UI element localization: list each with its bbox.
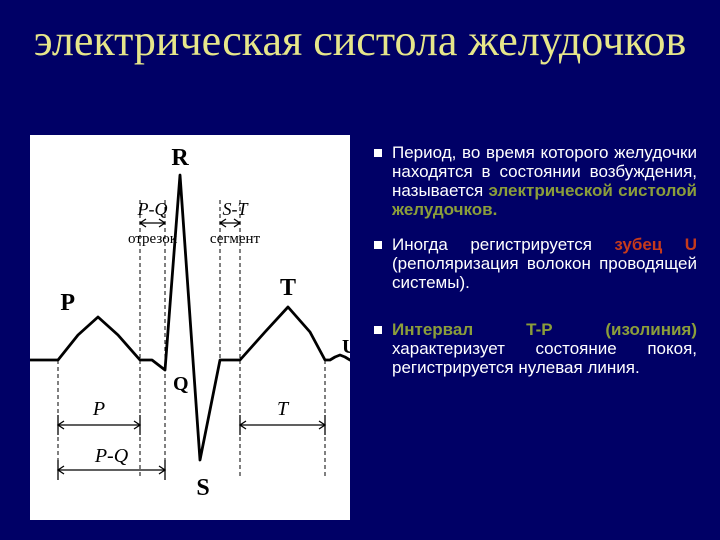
bullet-list: Период, во время которого желудочки нахо…	[372, 143, 697, 393]
bullet-item: Интервал T-P (изолиния) характеризует со…	[372, 320, 697, 377]
svg-text:T: T	[277, 398, 290, 420]
svg-text:сегмент: сегмент	[210, 231, 261, 247]
bullet-emphasis-red: зубец U	[614, 235, 697, 254]
ecg-diagram: R P Q S T U P-Q S-T отрезок сегмент P T P-Q	[30, 135, 350, 520]
svg-text:T: T	[280, 275, 296, 301]
svg-text:отрезок: отрезок	[128, 231, 178, 247]
bullet-text: Иногда регистрируется	[392, 235, 614, 254]
svg-text:U: U	[342, 336, 350, 358]
bullet-item: Период, во время которого желудочки нахо…	[372, 143, 697, 219]
bullet-emphasis-green: Интервал T-P (изолиния)	[392, 320, 697, 339]
bullet-text: (реполяризация волокон проводящей систем…	[392, 254, 697, 292]
svg-text:P: P	[92, 398, 105, 420]
bullet-text: характеризует состояние покоя, регистрир…	[392, 339, 697, 377]
svg-text:Q: Q	[173, 373, 189, 395]
svg-text:S: S	[196, 475, 209, 501]
slide-root: электрическая систола желудочков R P Q S T U P…	[0, 0, 720, 540]
svg-text:R: R	[171, 145, 189, 171]
svg-text:P-Q: P-Q	[94, 445, 129, 467]
ecg-svg: R P Q S T U P-Q S-T отрезок сегмент P T P-Q	[30, 135, 350, 520]
svg-text:P-Q: P-Q	[137, 199, 168, 219]
slide-title: электрическая систола желудочков	[0, 18, 720, 64]
svg-text:P: P	[60, 290, 75, 316]
bullet-item: Иногда регистрируется зубец U (реполяриз…	[372, 235, 697, 292]
content-area: R P Q S T U P-Q S-T отрезок сегмент P T P-Q Период, …	[0, 135, 720, 525]
svg-text:S-T: S-T	[222, 199, 249, 219]
